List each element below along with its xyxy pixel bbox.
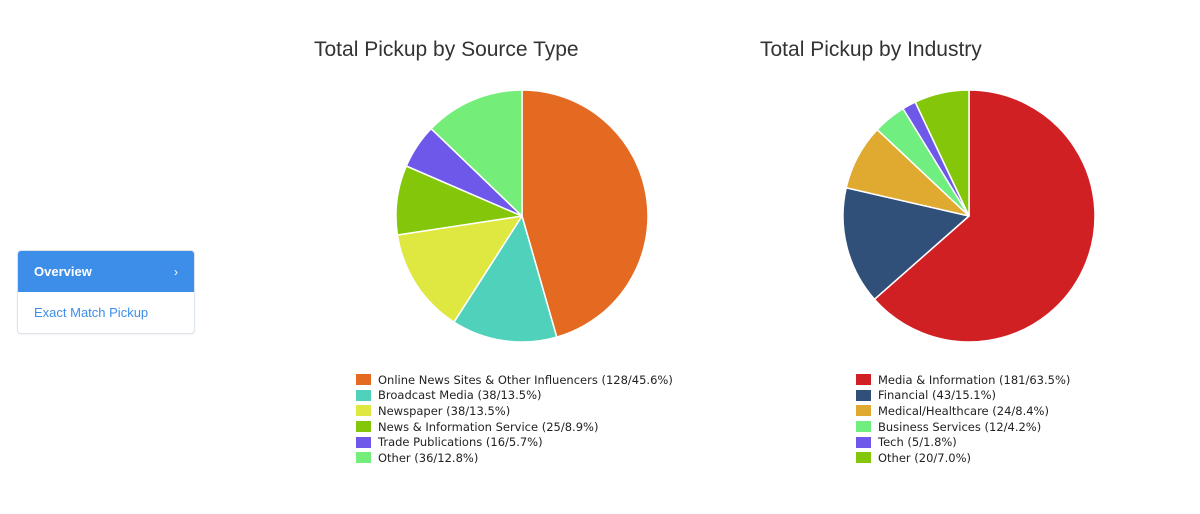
legend-label: News & Information Service (25/8.9%) xyxy=(378,419,599,434)
legend-item-trade-publications[interactable]: Trade Publications (16/5.7%) xyxy=(356,434,673,450)
legend-label: Other (36/12.8%) xyxy=(378,450,479,465)
pie-slice-other[interactable] xyxy=(430,89,523,217)
pie-slice-broadcast-media[interactable] xyxy=(453,215,558,343)
pie-chart-source-type xyxy=(395,89,649,343)
legend-item-other[interactable]: Other (36/12.8%) xyxy=(356,450,673,466)
legend-item-tech[interactable]: Tech (5/1.8%) xyxy=(856,434,1070,450)
legend-swatch xyxy=(856,374,871,386)
legend-swatch xyxy=(356,374,371,386)
legend-swatch xyxy=(856,389,871,401)
pie-slice-media-information[interactable] xyxy=(873,89,1096,343)
chart-title-industry: Total Pickup by Industry xyxy=(760,38,982,61)
legend-swatch xyxy=(356,405,371,417)
nav-item-overview[interactable]: Overview › xyxy=(18,251,194,292)
chevron-right-icon: › xyxy=(174,264,178,279)
nav-item-exact-match-pickup-label: Exact Match Pickup xyxy=(34,305,149,320)
legend-swatch xyxy=(856,452,871,464)
legend-swatch xyxy=(856,436,871,448)
legend-swatch xyxy=(356,389,371,401)
pie-slice-online-news-sites-other-influencers[interactable] xyxy=(521,89,649,338)
legend-item-online-news-sites-other-influencers[interactable]: Online News Sites & Other Influencers (1… xyxy=(356,372,673,388)
legend-label: Medical/Healthcare (24/8.4%) xyxy=(878,403,1049,418)
legend-item-newspaper[interactable]: Newspaper (38/13.5%) xyxy=(356,403,673,419)
legend-label: Broadcast Media (38/13.5%) xyxy=(378,388,542,403)
legend-item-news-information-service[interactable]: News & Information Service (25/8.9%) xyxy=(356,419,673,435)
legend-item-medical-healthcare[interactable]: Medical/Healthcare (24/8.4%) xyxy=(856,403,1070,419)
legend-swatch xyxy=(356,421,371,433)
legend-swatch xyxy=(856,421,871,433)
pie-slice-financial[interactable] xyxy=(842,187,970,301)
pie-chart-industry xyxy=(842,89,1096,343)
pie-slice-other[interactable] xyxy=(914,89,970,217)
legend-swatch xyxy=(856,405,871,417)
nav-item-overview-label: Overview xyxy=(34,264,92,279)
legend-label: Business Services (12/4.2%) xyxy=(878,419,1042,434)
side-navigation: Overview › Exact Match Pickup xyxy=(17,250,195,334)
legend-item-financial[interactable]: Financial (43/15.1%) xyxy=(856,388,1070,404)
legend-label: Other (20/7.0%) xyxy=(878,450,972,465)
legend-swatch xyxy=(356,452,371,464)
legend-label: Online News Sites & Other Influencers (1… xyxy=(378,372,673,387)
legend-label: Media & Information (181/63.5%) xyxy=(878,372,1071,387)
nav-item-exact-match-pickup[interactable]: Exact Match Pickup xyxy=(18,292,194,333)
chart-title-source-type: Total Pickup by Source Type xyxy=(314,38,579,61)
legend-swatch xyxy=(356,436,371,448)
legend-item-broadcast-media[interactable]: Broadcast Media (38/13.5%) xyxy=(356,388,673,404)
pie-slice-newspaper[interactable] xyxy=(396,215,523,323)
legend-item-business-services[interactable]: Business Services (12/4.2%) xyxy=(856,419,1070,435)
legend-source-type: Online News Sites & Other Influencers (1… xyxy=(356,372,673,466)
legend-label: Tech (5/1.8%) xyxy=(878,435,957,450)
legend-label: Newspaper (38/13.5%) xyxy=(378,403,511,418)
legend-label: Financial (43/15.1%) xyxy=(878,388,997,403)
legend-item-media-information[interactable]: Media & Information (181/63.5%) xyxy=(856,372,1070,388)
legend-industry: Media & Information (181/63.5%) Financial… xyxy=(856,372,1070,466)
legend-item-other[interactable]: Other (20/7.0%) xyxy=(856,450,1070,466)
legend-label: Trade Publications (16/5.7%) xyxy=(378,435,543,450)
